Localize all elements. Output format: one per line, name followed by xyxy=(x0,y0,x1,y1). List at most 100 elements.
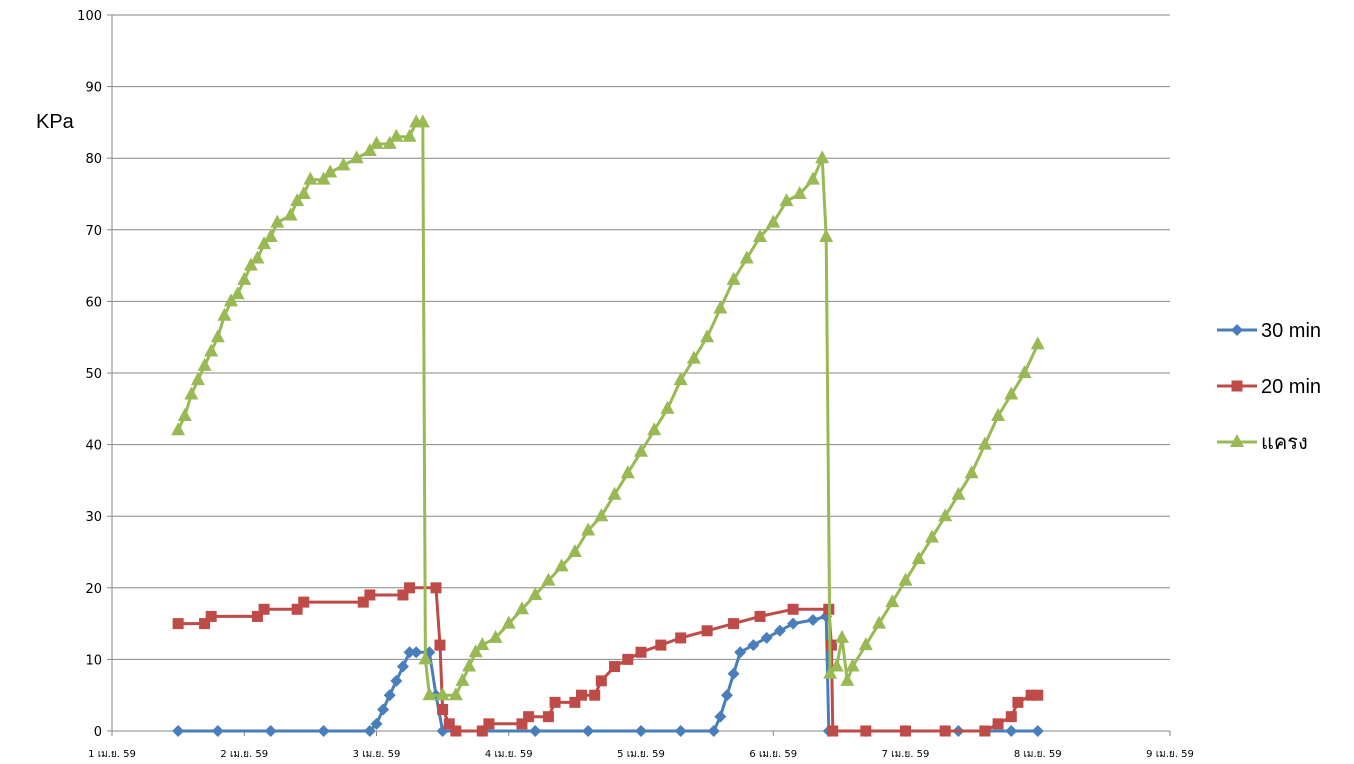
y-tick-labels: 0 10 20 30 40 50 60 70 80 90 100 xyxy=(77,9,112,740)
data-point xyxy=(845,658,860,672)
data-point xyxy=(819,228,834,242)
data-point xyxy=(258,603,270,615)
data-point xyxy=(437,704,449,716)
data-point xyxy=(825,639,837,651)
data-point xyxy=(172,725,185,737)
data-point xyxy=(860,725,872,737)
data-point xyxy=(377,703,390,716)
y-tick-label: 30 xyxy=(85,510,102,525)
data-point xyxy=(1031,725,1044,737)
x-tick-label: 1 เม.ย. 59 xyxy=(88,749,136,760)
data-point xyxy=(773,624,786,637)
data-point xyxy=(190,372,205,386)
data-point xyxy=(823,665,838,679)
data-point xyxy=(435,687,450,701)
data-point xyxy=(726,271,741,285)
data-point xyxy=(805,171,820,185)
data-point xyxy=(462,658,477,672)
data-point xyxy=(569,696,581,708)
data-point xyxy=(1005,725,1018,737)
gridlines xyxy=(112,14,1170,660)
data-point xyxy=(992,718,1004,730)
data-point xyxy=(455,672,470,686)
data-point xyxy=(211,725,224,737)
data-point xyxy=(404,582,416,594)
data-point xyxy=(290,193,305,207)
y-tick-label: 60 xyxy=(85,295,102,310)
y-tick-label: 40 xyxy=(85,439,102,454)
data-point xyxy=(720,689,733,702)
data-point xyxy=(529,725,542,737)
data-point xyxy=(779,193,794,207)
data-point xyxy=(753,228,768,242)
data-point xyxy=(224,293,239,307)
data-point xyxy=(514,601,529,615)
data-point xyxy=(369,135,384,149)
data-point xyxy=(727,667,740,680)
x-tick-label: 4 เม.ย. 59 xyxy=(485,749,533,760)
data-point xyxy=(964,465,979,479)
legend-item: แครง xyxy=(1217,432,1308,454)
data-point xyxy=(418,651,433,665)
data-point xyxy=(283,207,298,221)
data-point xyxy=(806,614,819,627)
data-point xyxy=(977,436,992,450)
data-point xyxy=(589,689,601,701)
y-tick-label: 70 xyxy=(85,224,102,239)
data-point xyxy=(567,544,582,557)
data-point xyxy=(549,696,561,708)
data-point xyxy=(316,171,331,185)
data-point xyxy=(728,618,740,630)
data-point xyxy=(827,725,839,737)
data-point xyxy=(713,300,728,314)
data-point xyxy=(230,286,245,300)
data-point xyxy=(787,617,800,630)
legend-label: แครง xyxy=(1261,432,1308,454)
data-point xyxy=(251,610,263,622)
data-point xyxy=(787,603,799,615)
series-square xyxy=(172,582,1044,737)
series-lines xyxy=(171,114,1045,737)
x-tick-label: 8 เม.ย. 59 xyxy=(1014,749,1062,760)
series-triangle xyxy=(171,114,1045,701)
data-point xyxy=(911,551,926,565)
legend-label: 30 min xyxy=(1261,320,1321,342)
data-point xyxy=(951,486,966,500)
data-point xyxy=(635,725,647,737)
data-point xyxy=(622,653,634,665)
data-point xyxy=(317,725,330,737)
data-point xyxy=(900,725,911,737)
legend-item: 20 min xyxy=(1217,376,1321,398)
data-point xyxy=(370,717,383,730)
data-point xyxy=(701,625,713,637)
data-point xyxy=(171,422,186,436)
data-point xyxy=(700,329,715,343)
data-point xyxy=(829,658,844,672)
data-point xyxy=(542,711,554,723)
data-point xyxy=(554,558,569,572)
data-point xyxy=(483,718,495,730)
data-point xyxy=(792,186,807,199)
data-point xyxy=(747,639,760,652)
data-point xyxy=(1231,324,1243,336)
data-point xyxy=(858,637,873,651)
data-point xyxy=(939,725,951,737)
data-point xyxy=(541,572,556,586)
data-point xyxy=(303,171,318,185)
data-point xyxy=(1004,386,1019,400)
data-point xyxy=(450,725,462,737)
data-point xyxy=(938,508,953,522)
data-point xyxy=(397,589,409,601)
data-point xyxy=(815,150,830,164)
data-point xyxy=(476,725,488,737)
data-point xyxy=(184,386,199,400)
data-point xyxy=(243,257,258,271)
data-point xyxy=(528,586,543,600)
data-point xyxy=(582,725,595,737)
data-point xyxy=(501,615,516,629)
data-point xyxy=(336,157,351,171)
x-tick-label: 2 เม.ย. 59 xyxy=(220,749,268,760)
data-point xyxy=(885,594,900,608)
data-point xyxy=(363,725,376,737)
